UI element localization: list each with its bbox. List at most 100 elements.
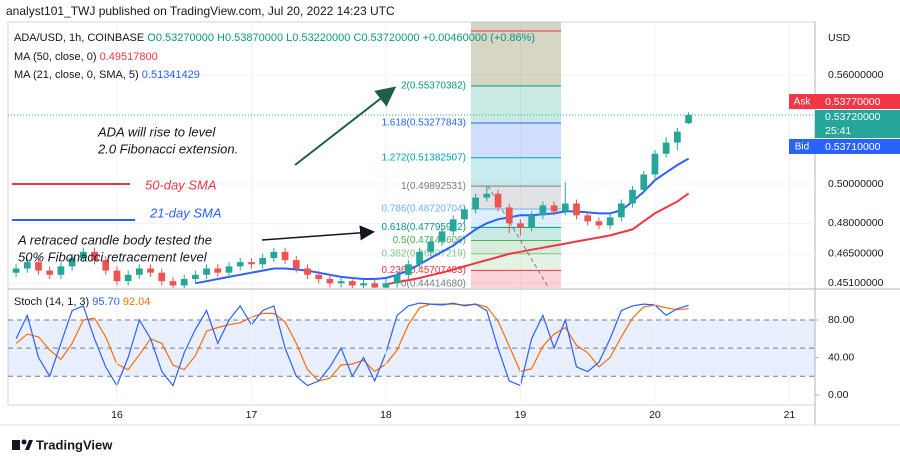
- candle-body: [528, 215, 536, 228]
- price-pane: 2(0.55370382) 1.618(0.53277843) 1.272(0.51…: [8, 22, 815, 288]
- bid-value: 0.53710000: [825, 141, 881, 153]
- y-tick-label: 0.00: [828, 389, 849, 401]
- candle-body: [371, 283, 379, 288]
- ma21-legend: MA (21, close, 0, SMA, 5) 0.51341429: [14, 69, 200, 81]
- y-tick-label: 80.00: [828, 314, 854, 326]
- candle-body: [35, 262, 42, 271]
- series-line: [385, 192, 690, 286]
- candle-body: [595, 221, 603, 226]
- candle-body: [561, 203, 569, 212]
- candle-body: [472, 197, 479, 210]
- candle-body: [225, 266, 233, 273]
- quote-labels: Ask 0.53770000 0.53720000 25:41 Bid 0.53…: [789, 94, 900, 154]
- fib-band: [471, 85, 561, 123]
- candle-body: [405, 264, 412, 275]
- fib-band: [471, 270, 561, 288]
- candle-body: [248, 262, 255, 265]
- stoch-pane: [8, 302, 815, 387]
- candle-body: [438, 231, 446, 242]
- candle-body: [102, 260, 110, 271]
- y-tick-label: 0.48000000: [828, 217, 884, 229]
- arrow: [294, 86, 397, 166]
- fib-band: [471, 208, 561, 228]
- change: +0.00460000 (+0.86%): [423, 32, 536, 44]
- fib-label: 2(0.55370382): [401, 81, 466, 92]
- fib-band: [471, 253, 561, 271]
- fib-band: [471, 122, 561, 158]
- candle-body: [326, 279, 334, 284]
- candle-body: [236, 262, 244, 267]
- candle-body: [147, 268, 154, 273]
- logo-mark: [21, 439, 27, 445]
- candle-body: [494, 193, 502, 208]
- y-tick-label: 0.50000000: [828, 178, 884, 190]
- ma50-legend: MA (50, close, 0) 0.49517800: [14, 51, 158, 63]
- candle-body: [685, 114, 692, 124]
- candle-body: [124, 274, 132, 282]
- candle-body: [617, 203, 625, 218]
- candle-body: [505, 207, 513, 224]
- stoch-k: 95.70: [92, 296, 120, 308]
- candle-body: [304, 268, 311, 275]
- last-box: [815, 110, 900, 138]
- countdown: 25:41: [825, 125, 851, 137]
- open: O0.53270000: [147, 32, 214, 44]
- candle-body: [606, 217, 614, 226]
- x-tick-label: 21: [784, 409, 796, 421]
- candle-body: [461, 209, 468, 220]
- candle-body: [68, 258, 76, 267]
- arrow: [261, 225, 375, 241]
- stoch-band: [8, 319, 815, 377]
- candle-body: [539, 205, 547, 216]
- candle-body: [337, 281, 345, 284]
- fib-label: 0.236(0.45707483): [381, 265, 466, 276]
- x-tick-label: 19: [515, 409, 527, 421]
- ma21-value: 0.51341429: [142, 69, 200, 81]
- ma21-name: MA (21, close, 0, SMA, 5): [14, 69, 139, 81]
- annotation: ADA will rise to level: [97, 124, 216, 139]
- stoch-d: 92.04: [123, 296, 151, 308]
- logo-mark: [12, 440, 20, 450]
- candle-body: [449, 219, 457, 232]
- candle-body: [427, 241, 435, 252]
- fib-label: 0.618(0.47795992): [381, 222, 466, 233]
- candle-body: [584, 215, 592, 222]
- candle-body: [629, 189, 636, 204]
- candle-body: [483, 193, 491, 198]
- annotations: ADA will rise to level 2.0 Fibonacci ext…: [12, 86, 397, 264]
- currency: USD: [828, 32, 851, 44]
- fib-label: 1.618(0.53277843): [381, 118, 466, 129]
- candle-body: [416, 251, 423, 265]
- y-tick-label: 0.46500000: [828, 248, 884, 260]
- annotation: A retraced candle body tested the: [17, 232, 212, 247]
- candle-body: [113, 270, 121, 282]
- candle-body: [169, 281, 177, 286]
- candle-body: [259, 258, 267, 265]
- fib-band: [471, 227, 561, 241]
- legend: ADA/USD, 1h, COINBASE O0.53270000 H0.538…: [14, 32, 535, 308]
- y-tick-label: 0.56000000: [828, 69, 884, 81]
- candle-body: [640, 174, 648, 190]
- candle-body: [393, 274, 401, 284]
- candle-body: [315, 274, 323, 280]
- x-tick-label: 18: [380, 409, 392, 421]
- x-tick-label: 20: [649, 409, 661, 421]
- candle-body: [214, 268, 222, 273]
- annotation: 50% Fibonacci retracement level: [18, 249, 208, 264]
- candle-body: [57, 266, 65, 275]
- candle-body: [662, 142, 670, 154]
- candle-body: [517, 223, 524, 228]
- x-tick-label: 16: [111, 409, 123, 421]
- fib-band: [471, 22, 561, 86]
- ask-tag: [789, 94, 815, 109]
- footer-logo: TradingView: [12, 437, 113, 452]
- series-line: [195, 157, 690, 285]
- bid-label: Bid: [795, 142, 809, 153]
- fib-label: 1.272(0.51382507): [381, 152, 466, 163]
- low: L0.53220000: [286, 32, 350, 44]
- bid-tag: [789, 139, 815, 154]
- annotation: 2.0 Fibonacci extension.: [97, 141, 238, 156]
- stoch-title: Stoch (14, 1, 3): [14, 296, 89, 308]
- candle-body: [203, 268, 210, 275]
- candle-body: [573, 203, 580, 216]
